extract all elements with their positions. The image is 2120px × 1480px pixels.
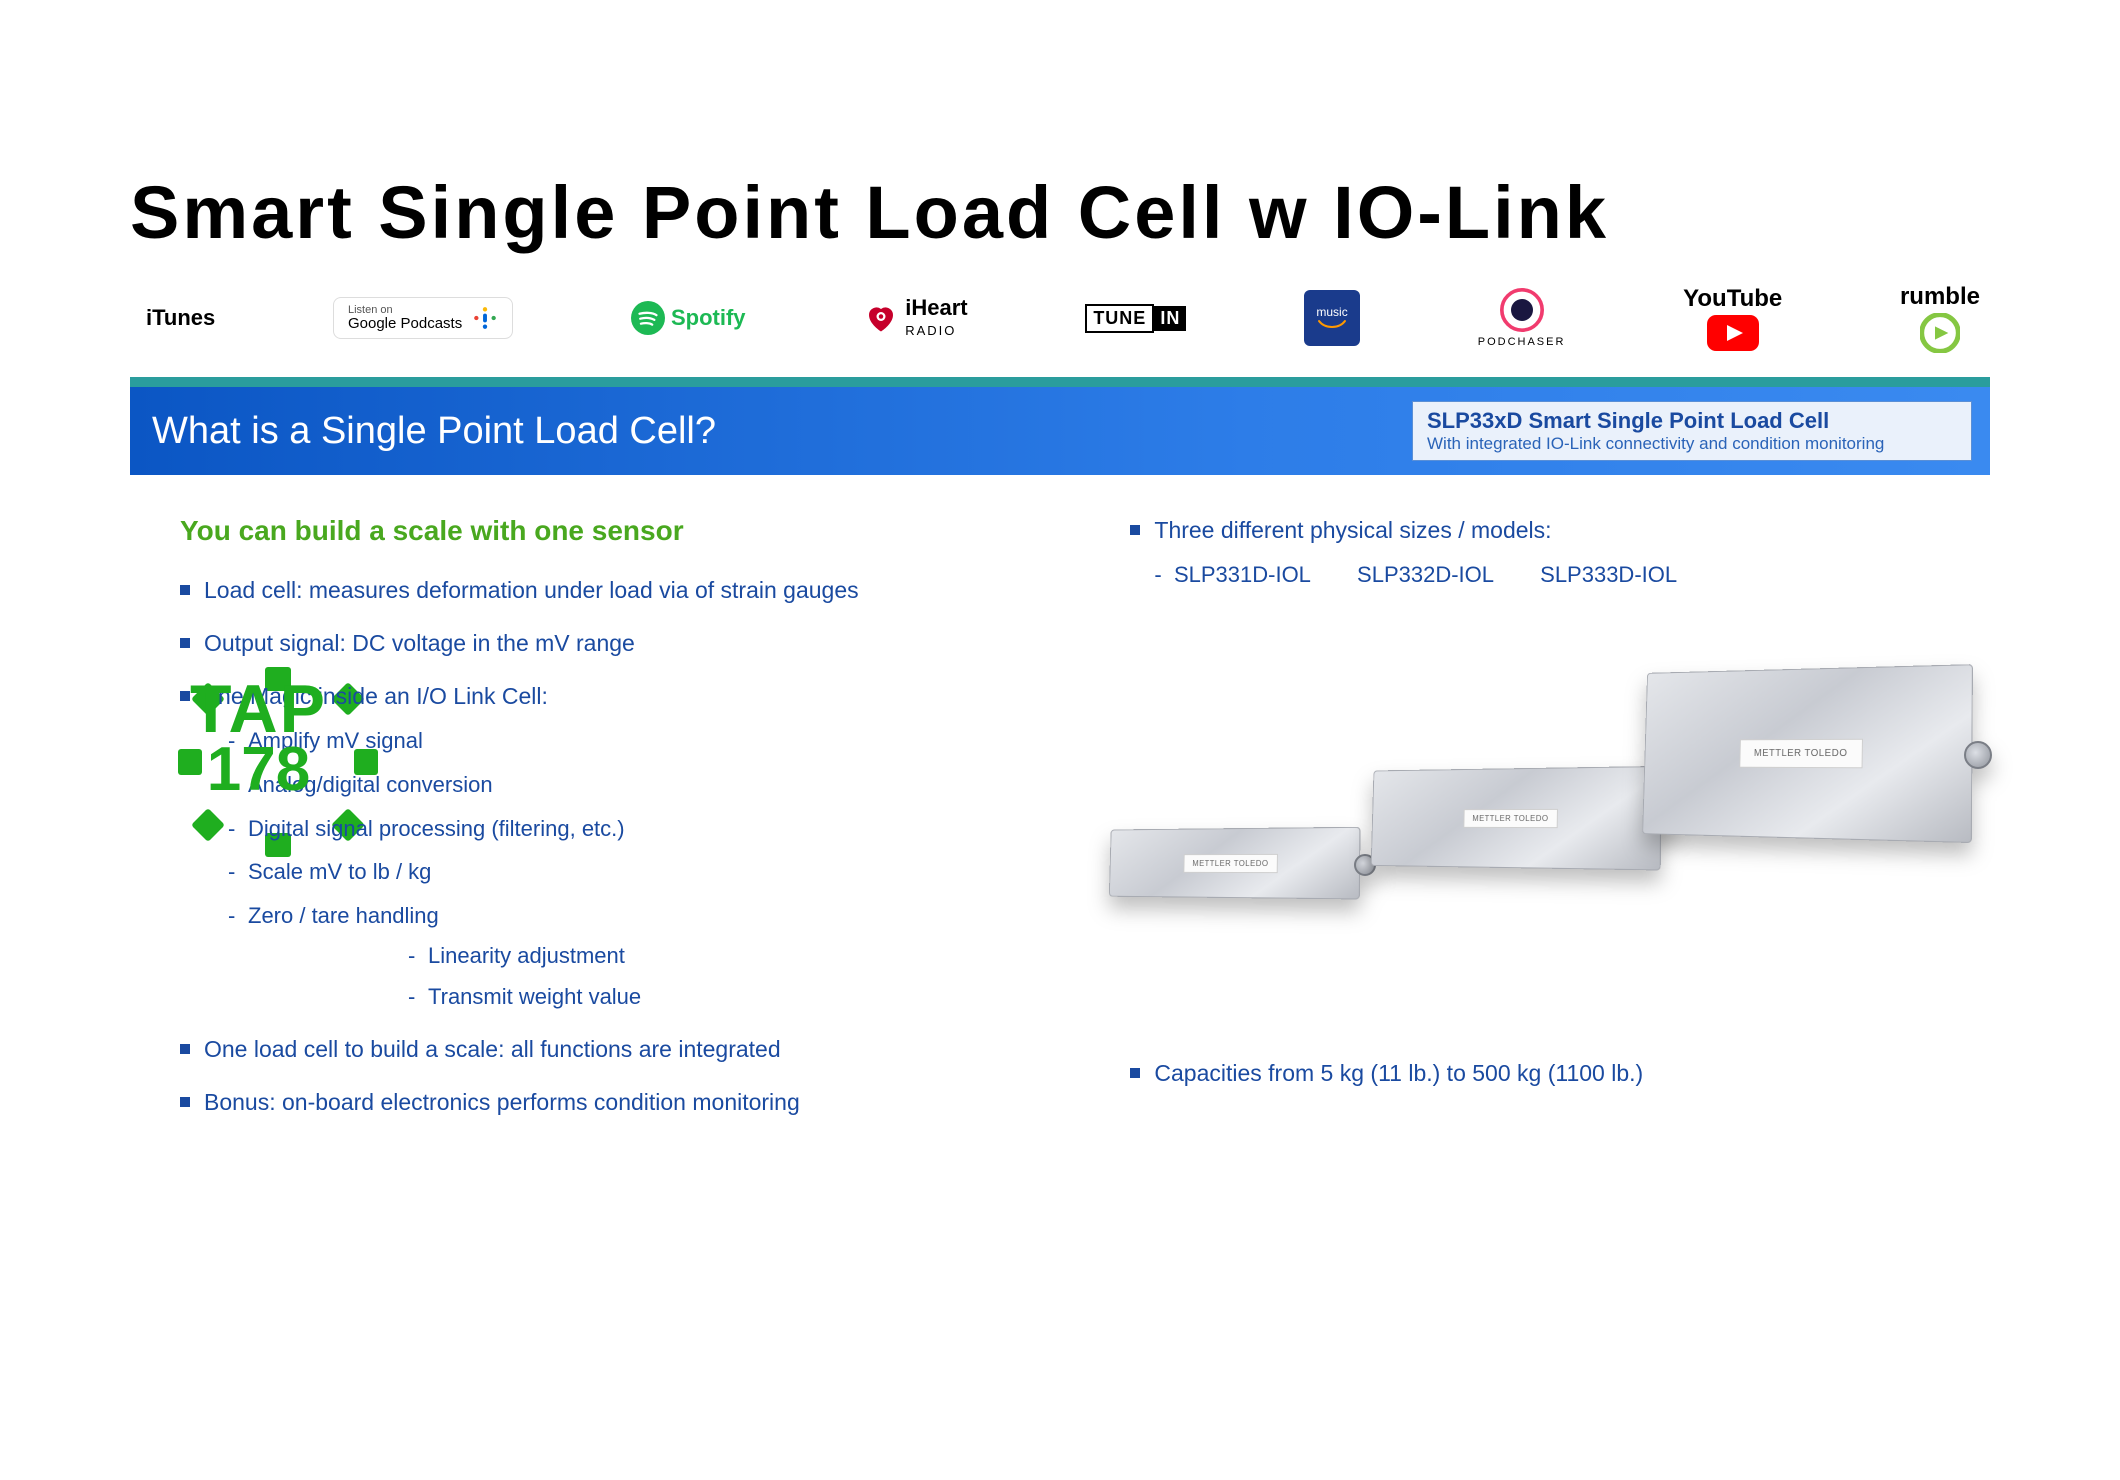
itunes-link[interactable]: iTunes [140, 305, 215, 331]
left-bullet-list: Load cell: measures deformation under lo… [180, 575, 1100, 1118]
spotify-link[interactable]: Spotify [631, 301, 746, 335]
model: SLP332D-IOL [1357, 562, 1494, 587]
podchaser-link[interactable]: PODCHASER [1478, 288, 1566, 348]
rumble-link[interactable]: rumble [1900, 283, 1980, 353]
right-bullet-list: Three different physical sizes / models: [1130, 515, 1950, 546]
itunes-label: iTunes [146, 305, 215, 331]
banner-question: What is a Single Point Load Cell? [152, 401, 716, 461]
content-area: You can build a scale with one sensor Lo… [130, 475, 1990, 1140]
sub-list: Amplify mV signal Analog/digital convers… [204, 726, 1100, 1012]
sub-item: Analog/digital conversion [204, 770, 1100, 800]
bullet-item: Load cell: measures deformation under lo… [180, 575, 1100, 606]
slide: Smart Single Point Load Cell w IO-Link i… [130, 170, 1990, 1140]
youtube-label: YouTube [1683, 285, 1782, 313]
models-row: - SLP331D-IOL SLP332D-IOL SLP333D-IOL [1130, 562, 1950, 588]
tap-number: 178 [190, 741, 327, 800]
right-column: Three different physical sizes / models:… [1130, 515, 1950, 1140]
sub-item: Digital signal processing (filtering, et… [204, 814, 1100, 844]
google-podcasts-link[interactable]: Listen on Google Podcasts [333, 297, 513, 340]
bullet-item: Three different physical sizes / models: [1130, 515, 1950, 546]
youtube-icon [1707, 315, 1759, 351]
bullet-item: Output signal: DC voltage in the mV rang… [180, 628, 1100, 659]
loadcell-medium: METTLER TOLEDO [1360, 768, 1676, 868]
rumble-icon [1920, 313, 1960, 353]
left-column: You can build a scale with one sensor Lo… [180, 515, 1100, 1140]
connector-icon [1964, 741, 1992, 769]
amazon-smile-icon [1317, 319, 1347, 331]
banner-product-box: SLP33xD Smart Single Point Load Cell Wit… [1412, 401, 1972, 461]
podchaser-icon [1500, 288, 1544, 332]
sub-item: Scale mV to lb / kg [204, 857, 1100, 887]
loadcell-small: METTLER TOLEDO [1100, 828, 1376, 898]
bullet-item: Bonus: on-board electronics performs con… [180, 1087, 1100, 1118]
iheart-icon [863, 300, 899, 336]
product-label: METTLER TOLEDO [1464, 808, 1558, 827]
tunein-link[interactable]: TUNE IN [1085, 304, 1186, 333]
bullet-item: One load cell to build a scale: all func… [180, 1034, 1100, 1065]
spotify-icon [631, 301, 665, 335]
sub-sub-item: Linearity adjustment [248, 941, 1100, 971]
tunein-in: IN [1154, 306, 1186, 331]
google-line1: Listen on [348, 304, 462, 316]
teal-separator [130, 377, 1990, 387]
tunein-tune: TUNE [1085, 304, 1154, 333]
sub-sub-item: Transmit weight value [248, 982, 1100, 1012]
tap-badge: TAP 178 [190, 677, 327, 800]
amazon-music-link[interactable]: music [1304, 290, 1360, 346]
youtube-link[interactable]: YouTube [1683, 285, 1782, 351]
iheart-label: iHeart RADIO [905, 298, 967, 338]
model: SLP331D-IOL [1174, 562, 1311, 587]
google-podcasts-icon [472, 305, 498, 331]
product-label: METTLER TOLEDO [1184, 853, 1278, 872]
model: SLP333D-IOL [1540, 562, 1677, 587]
sub-item: Amplify mV signal [204, 726, 1100, 756]
product-image-area: METTLER TOLEDO METTLER TOLEDO METTLER TO… [1090, 618, 1950, 1038]
banner-product-title: SLP33xD Smart Single Point Load Cell [1427, 408, 1957, 434]
bullet-item: Capacities from 5 kg (11 lb.) to 500 kg … [1130, 1058, 1950, 1089]
banner-product-sub: With integrated IO-Link connectivity and… [1427, 434, 1957, 454]
iheart-link[interactable]: iHeart RADIO [863, 298, 967, 338]
music-label: music [1316, 305, 1347, 319]
spotify-label: Spotify [671, 305, 746, 331]
rumble-label: rumble [1900, 283, 1980, 311]
sub-item: Zero / tare handling Linearity adjustmen… [204, 901, 1100, 1012]
product-label: METTLER TOLEDO [1740, 738, 1863, 768]
main-title: Smart Single Point Load Cell w IO-Link [130, 170, 1990, 255]
loadcell-large: METTLER TOLEDO [1630, 668, 1992, 838]
podchaser-label: PODCHASER [1478, 336, 1566, 348]
sub-sub-list: Linearity adjustment Transmit weight val… [248, 941, 1100, 1012]
google-line2: Google Podcasts [348, 316, 462, 333]
tap-word: TAP [190, 677, 327, 742]
banner: What is a Single Point Load Cell? SLP33x… [130, 387, 1990, 475]
right-bullet-list-2: Capacities from 5 kg (11 lb.) to 500 kg … [1130, 1058, 1950, 1089]
podcast-links-row: iTunes Listen on Google Podcasts Spot [130, 283, 1990, 377]
subheading: You can build a scale with one sensor [180, 515, 1100, 547]
